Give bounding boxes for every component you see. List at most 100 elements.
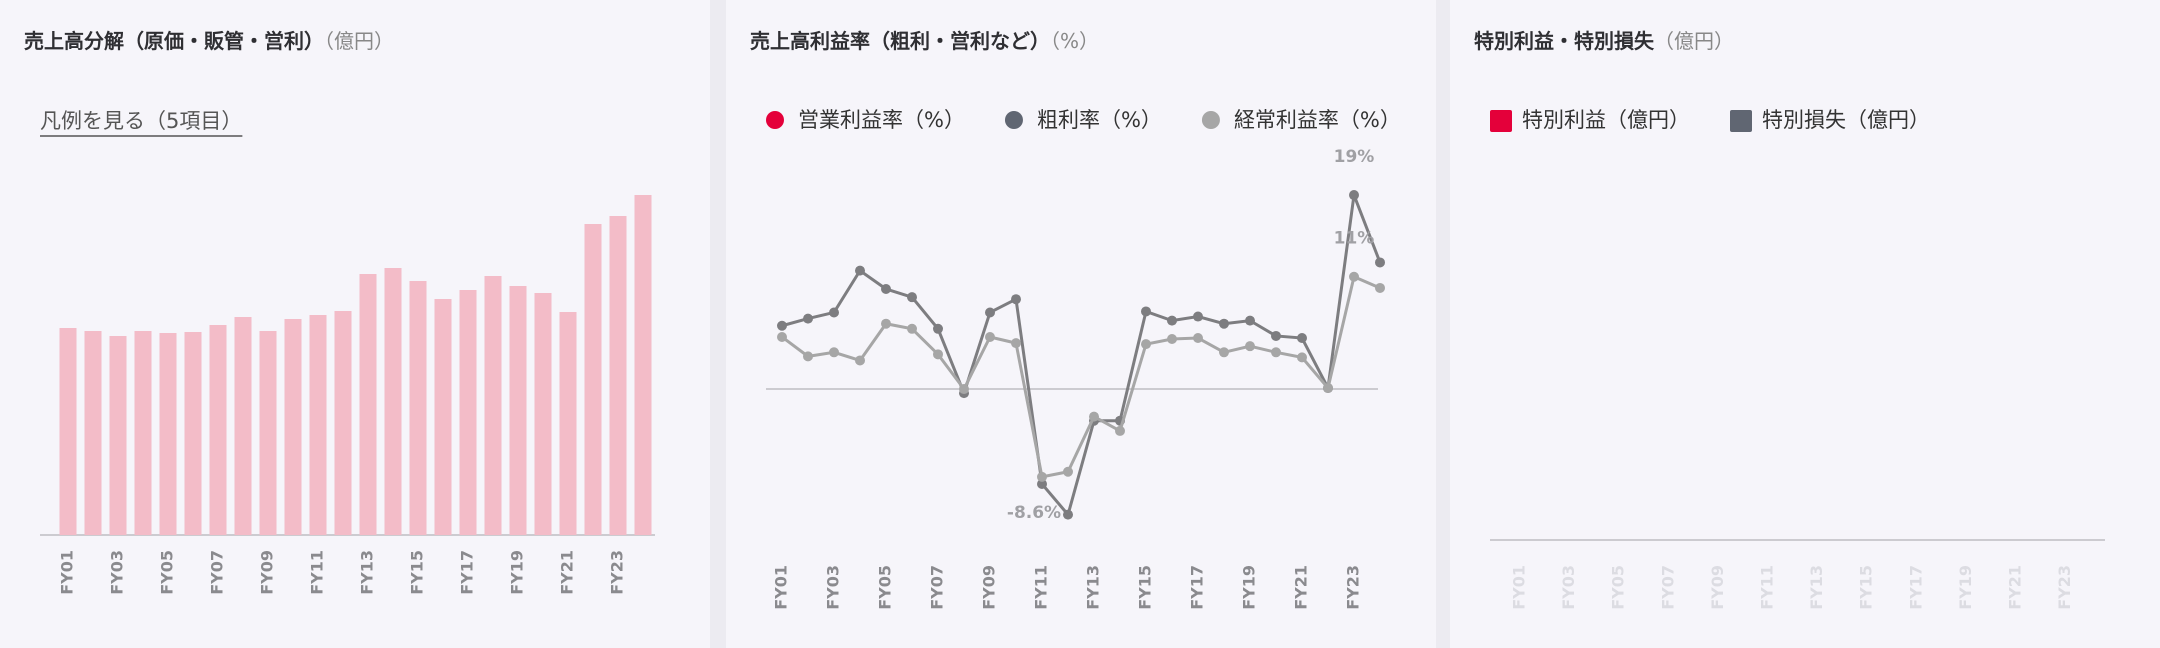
x-tick-label: FY17 [1188, 565, 1207, 610]
bar [334, 311, 352, 535]
legend-link[interactable]: 凡例を見る（5項目） [40, 109, 242, 133]
bar [184, 332, 202, 535]
x-tick-label: FY21 [2006, 565, 2025, 610]
title-text: 売上高利益率（粗利・営利など） [750, 29, 1050, 53]
x-tick-label: FY11 [1032, 565, 1051, 610]
x-tick-label: FY15 [1857, 565, 1876, 610]
x-tick-label: FY19 [1240, 565, 1259, 610]
panel: 売上高利益率（粗利・営利など）（%） 営業利益率（%） 粗利率（%） 経常利益率（%）… [726, 0, 1436, 648]
bar [309, 315, 327, 535]
data-label: 19% [1334, 147, 1375, 167]
point [829, 347, 839, 358]
x-tick-label: FY09 [1708, 565, 1727, 610]
point [985, 331, 995, 342]
legend-label[interactable]: 特別損失（億円） [1762, 108, 1930, 132]
point [1297, 333, 1307, 343]
x-tick-label: FY17 [1906, 565, 1925, 610]
point [1063, 466, 1073, 477]
x-tick-label: FY11 [308, 550, 327, 595]
x-tick-label: FY21 [558, 550, 577, 595]
point [1323, 383, 1333, 394]
bar [234, 317, 252, 535]
point [1011, 294, 1021, 305]
bar [584, 224, 602, 535]
legend-label[interactable]: 営業利益率（%） [798, 108, 965, 132]
point [1271, 347, 1281, 358]
bar [634, 195, 652, 535]
x-tick-label: FY07 [208, 550, 227, 595]
point [1141, 306, 1151, 317]
point [881, 318, 891, 329]
point [1297, 352, 1307, 363]
point [1167, 315, 1177, 326]
chart-title: 売上高利益率（粗利・営利など）（%） [750, 29, 1099, 53]
x-tick-label: FY13 [1084, 565, 1103, 610]
bar [359, 274, 377, 535]
legend-marker[interactable] [766, 111, 784, 129]
data-label: 11% [1334, 229, 1375, 249]
bar [284, 319, 302, 535]
point [1219, 318, 1229, 329]
x-tick-label: FY05 [876, 565, 895, 610]
title-text: 売上高分解（原価・販管・営利） [24, 29, 324, 53]
point [1037, 479, 1047, 490]
x-tick-label: FY13 [1807, 565, 1826, 610]
point [1063, 509, 1073, 520]
point [907, 292, 917, 303]
panel: 売上高分解（原価・販管・営利）（億円） 凡例を見る（5項目） FY01 FY03 FY0… [0, 0, 710, 648]
legend-marker[interactable] [1004, 111, 1023, 129]
point [855, 265, 865, 276]
bar [159, 333, 177, 535]
x-tick-label: FY19 [1956, 565, 1975, 610]
point [1375, 282, 1385, 293]
legend-marker[interactable] [1490, 110, 1512, 132]
data-label: -8.6% [1007, 503, 1061, 523]
x-tick-label: FY13 [358, 550, 377, 595]
unit-text: （億円） [1654, 29, 1734, 53]
x-tick-label: FY05 [1609, 565, 1628, 610]
point [777, 320, 787, 331]
point [1349, 271, 1359, 282]
point [803, 351, 813, 362]
point [933, 349, 943, 360]
legend-label[interactable]: 特別利益（億円） [1522, 108, 1690, 132]
point [1089, 411, 1099, 422]
point [1167, 334, 1177, 345]
bar [84, 331, 102, 535]
unit-text: （億円） [324, 29, 394, 53]
bar [109, 336, 127, 535]
x-tick-label: FY01 [772, 565, 791, 610]
point [1245, 341, 1255, 352]
x-tick-label: FY03 [824, 565, 843, 610]
x-tick-label: FY03 [108, 550, 127, 595]
point [1115, 425, 1125, 436]
x-tick-label: FY17 [458, 550, 477, 595]
x-tick-label: FY21 [1292, 565, 1311, 610]
x-tick-label: FY05 [158, 550, 177, 595]
point [803, 313, 813, 324]
x-tick-label: FY09 [980, 565, 999, 610]
x-tick-label: FY07 [1658, 565, 1677, 610]
point [855, 355, 865, 366]
bar [409, 281, 427, 535]
bar [534, 293, 552, 535]
legend-label[interactable]: 経常利益率（%） [1234, 108, 1401, 132]
bar [209, 325, 227, 535]
title-text: 特別利益・特別損失 [1474, 29, 1655, 53]
point [1037, 471, 1047, 482]
point [959, 384, 969, 395]
point [1219, 347, 1229, 358]
point [985, 307, 995, 318]
point [1141, 339, 1151, 350]
chart-title: 売上高分解（原価・販管・営利）（億円） [24, 29, 394, 53]
legend-label[interactable]: 粗利率（%） [1037, 108, 1162, 132]
chart-title: 特別利益・特別損失（億円） [1474, 29, 1734, 53]
legend-marker[interactable] [1201, 111, 1220, 129]
legend-marker[interactable] [1730, 110, 1752, 132]
bar [559, 312, 577, 535]
point [933, 323, 943, 334]
x-tick-label: FY03 [1559, 565, 1578, 610]
x-tick-label: FY15 [1136, 565, 1155, 610]
bar [484, 276, 502, 535]
